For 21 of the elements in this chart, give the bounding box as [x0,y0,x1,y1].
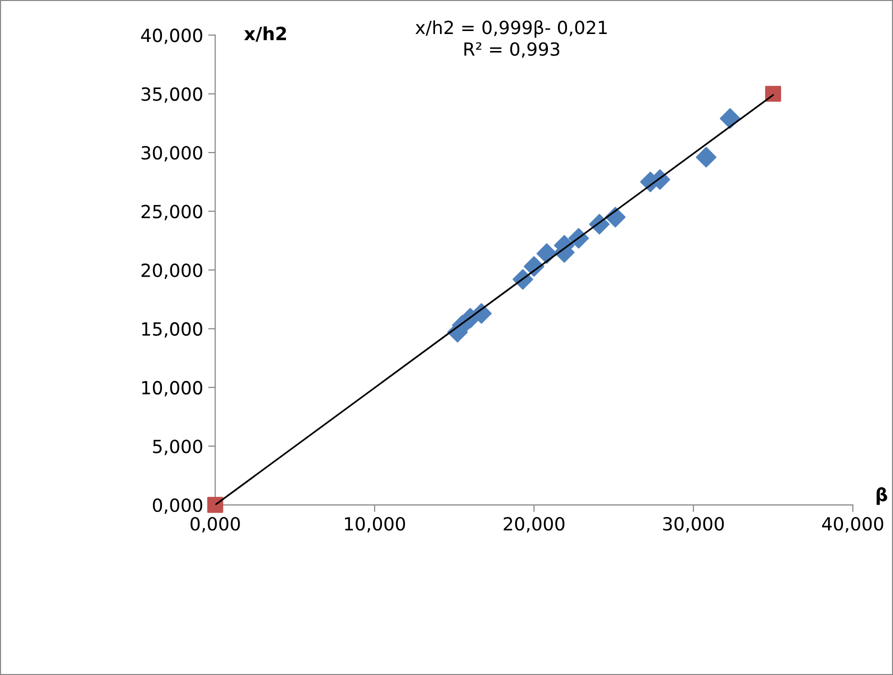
y-tick-label: 20,000 [142,263,202,279]
point [696,146,716,168]
y-tick-label: 5,000 [153,440,202,456]
y-tick-label: 30,000 [142,146,202,162]
x-tick-label: 40,000 [822,517,884,533]
x-axis-title: β [876,487,888,505]
point [765,86,782,102]
y-tick-label: 10,000 [142,380,202,396]
y-tick-label: 40,000 [141,28,202,44]
y-tick-label: 15,000 [142,322,202,338]
y-axis-title: x/h2 [244,26,286,42]
y-tick-label: 25,000 [142,204,202,220]
x-tick-label: 20,000 [504,517,564,533]
y-tick-label: 0,000 [152,498,202,514]
annotation: x/h2 = 0,999β- 0,021 R² = 0,993 [415,20,607,58]
point [720,108,740,129]
x-tick-label: 30,000 [663,517,724,533]
x-tick-label: 10,000 [345,517,406,533]
x-tick-label: 0,000 [190,517,240,533]
y-tick-label: 35,000 [142,87,202,103]
point [207,496,224,513]
